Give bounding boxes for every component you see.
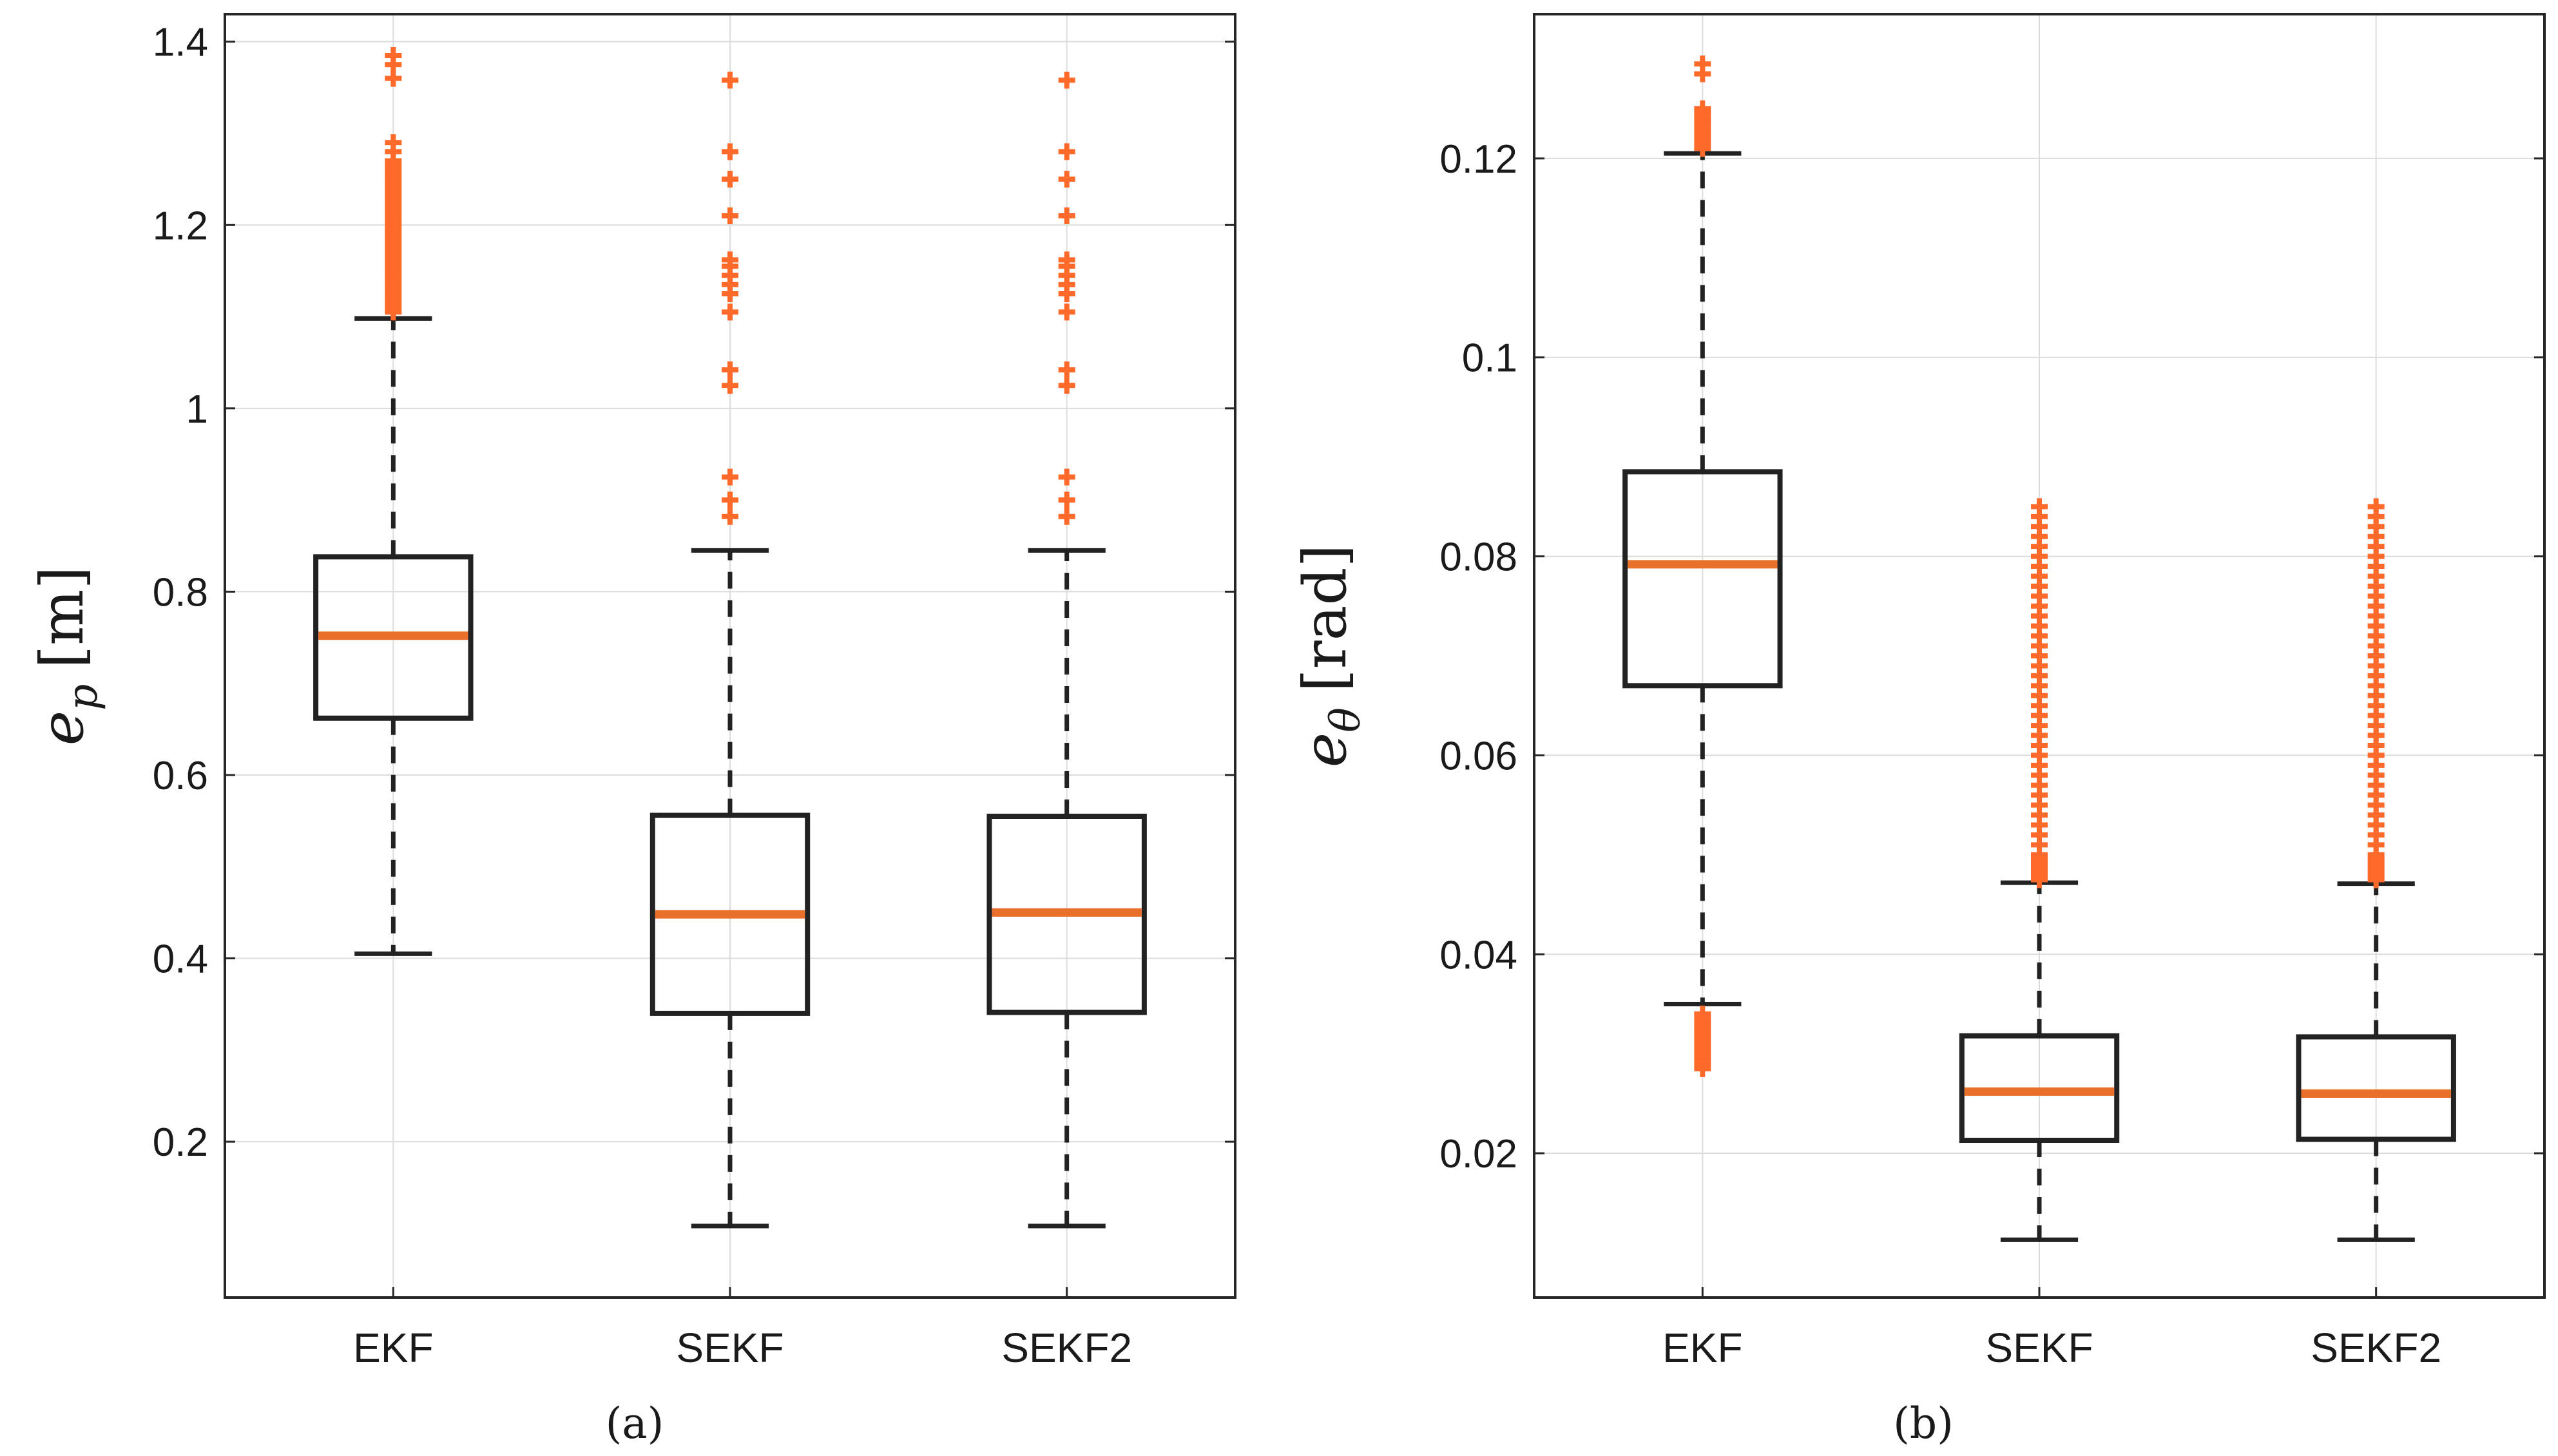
ylabel-unit-a: [m] bbox=[28, 566, 97, 669]
y-tick-label: 0.02 bbox=[1439, 1132, 1517, 1176]
outlier-marker bbox=[1694, 1005, 1711, 1022]
outlier-marker bbox=[2031, 498, 2048, 515]
ylabel-subscript-a: p bbox=[59, 684, 107, 711]
outlier-marker bbox=[2367, 498, 2385, 515]
iqr-box bbox=[2296, 1034, 2456, 1142]
y-tick-label: 1 bbox=[186, 387, 208, 432]
outlier-marker bbox=[1058, 492, 1075, 509]
outlier-marker bbox=[1058, 72, 1075, 89]
outlier-marker bbox=[722, 492, 738, 509]
y-tick-label: 1.4 bbox=[153, 21, 208, 65]
iqr-box bbox=[1622, 469, 1783, 689]
outlier-marker bbox=[722, 508, 738, 525]
category-labels-b: EKF SEKF SEKF2 bbox=[1662, 1325, 2441, 1371]
panel-a: 0.2 0.4 0.6 0.8 1 1.2 1.4 EKF SEKF SEKF2 ep [m] (… bbox=[28, 13, 1236, 1448]
iqr-box bbox=[1959, 1033, 2120, 1144]
category-labels-a: EKF SEKF SEKF2 bbox=[353, 1325, 1132, 1371]
outlier-marker bbox=[1058, 468, 1075, 486]
outlier-marker bbox=[1694, 55, 1711, 73]
boxes-b bbox=[1622, 55, 2456, 1242]
outlier-marker bbox=[1058, 251, 1075, 269]
outlier-marker bbox=[722, 377, 738, 394]
outlier-marker bbox=[722, 171, 738, 188]
y-tick-label: 0.1 bbox=[1462, 336, 1517, 381]
ylabel-subscript-b: θ bbox=[1322, 707, 1370, 733]
panel-label-b: (b) bbox=[1893, 1399, 1954, 1448]
outlier-marker bbox=[722, 361, 738, 379]
ylabel-symbol-b: e bbox=[1291, 733, 1360, 767]
outlier-marker bbox=[385, 47, 402, 64]
outlier-marker bbox=[722, 207, 738, 225]
outlier-marker bbox=[722, 72, 738, 89]
outlier-marker bbox=[722, 143, 738, 160]
iqr-box bbox=[313, 554, 474, 721]
iqr-box bbox=[986, 814, 1147, 1015]
category-label: EKF bbox=[353, 1325, 433, 1371]
ylabel-unit-b: [rad] bbox=[1291, 544, 1360, 693]
y-axis-label-b: eθ [rad] bbox=[1291, 544, 1370, 768]
category-label: EKF bbox=[1662, 1325, 1742, 1371]
y-tick-label: 1.2 bbox=[153, 204, 208, 248]
y-tick-label: 0.8 bbox=[153, 570, 208, 615]
outlier-marker bbox=[1058, 508, 1075, 525]
outlier-marker bbox=[722, 303, 738, 321]
y-axis-label-a: ep [m] bbox=[28, 566, 107, 745]
y-tick-label: 0.2 bbox=[153, 1120, 208, 1165]
outlier-marker bbox=[1058, 361, 1075, 379]
outlier-marker bbox=[1058, 171, 1075, 188]
y-tick-label: 0.4 bbox=[153, 937, 208, 982]
category-label: SEKF2 bbox=[1001, 1325, 1132, 1371]
outlier-marker bbox=[722, 468, 738, 486]
outlier-marker bbox=[1058, 143, 1075, 160]
outlier-marker bbox=[1694, 100, 1711, 117]
category-label: SEKF bbox=[1985, 1325, 2093, 1371]
outlier-marker bbox=[722, 251, 738, 269]
y-tick-label: 0.04 bbox=[1439, 933, 1517, 977]
outlier-marker bbox=[1058, 377, 1075, 394]
panel-label-a: (a) bbox=[606, 1399, 664, 1448]
outlier-marker bbox=[385, 134, 402, 151]
boxes-a bbox=[313, 47, 1147, 1229]
y-ticks-b: 0.02 0.04 0.06 0.08 0.1 0.12 bbox=[1439, 137, 2544, 1298]
ylabel-symbol-a: e bbox=[28, 711, 97, 745]
outlier-marker bbox=[1058, 303, 1075, 321]
category-label: SEKF bbox=[676, 1325, 784, 1371]
y-ticks-a: 0.2 0.4 0.6 0.8 1 1.2 1.4 bbox=[153, 21, 1235, 1298]
outlier-marker bbox=[1058, 207, 1075, 225]
category-label: SEKF2 bbox=[2311, 1325, 2441, 1371]
y-tick-label: 0.12 bbox=[1439, 137, 1517, 182]
y-tick-label: 0.6 bbox=[153, 754, 208, 798]
y-tick-label: 0.06 bbox=[1439, 734, 1517, 778]
y-tick-label: 0.08 bbox=[1439, 535, 1517, 580]
iqr-box bbox=[649, 812, 811, 1016]
panel-b: 0.02 0.04 0.06 0.08 0.1 0.12 EKF SEKF SEKF2 eθ [… bbox=[1291, 13, 2546, 1448]
